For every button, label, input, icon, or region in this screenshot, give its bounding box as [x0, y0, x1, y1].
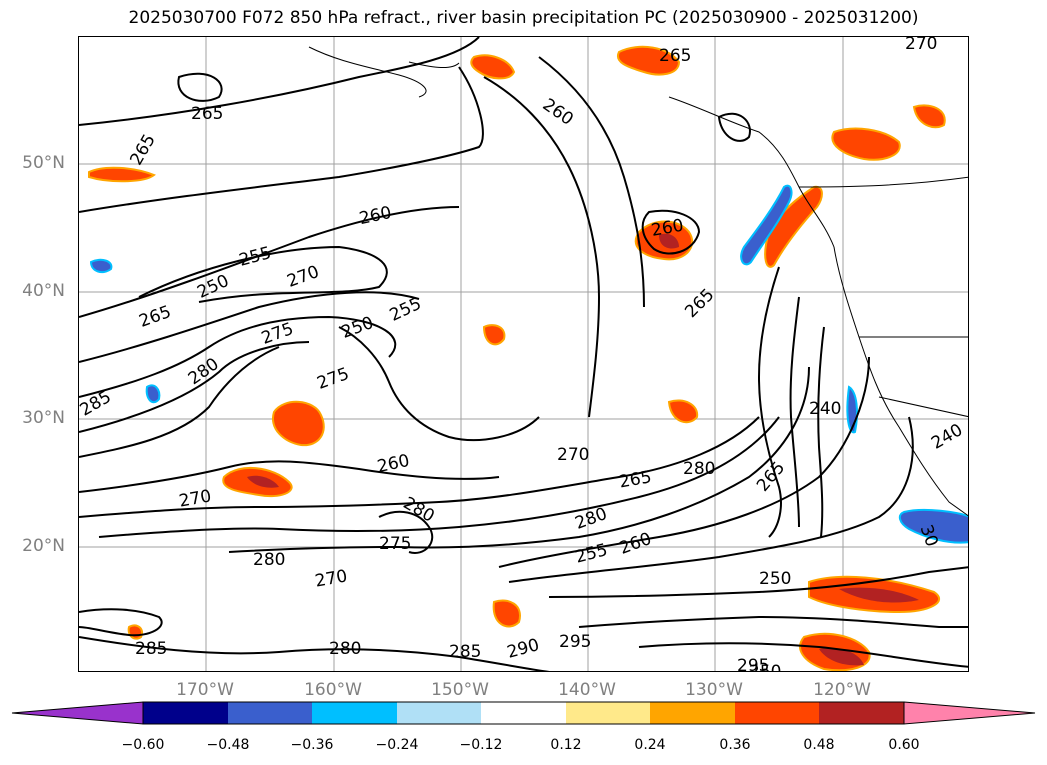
contour-label: 260 [375, 451, 411, 477]
colorbar-bin [228, 702, 312, 724]
precip-blob [898, 508, 968, 544]
contour-label: 265 [191, 104, 223, 124]
precip-blob [740, 184, 793, 266]
colorbar-tick-label: 0.36 [719, 737, 751, 753]
lat-label: 30°N [22, 408, 65, 428]
contour-label: 270 [314, 566, 349, 591]
colorbar-tick-label: 0.48 [803, 737, 835, 753]
colorbar-tick-label: −0.12 [459, 737, 503, 753]
lon-label: 150°W [431, 680, 489, 700]
contour-label: 255 [573, 540, 610, 568]
precip-blob [667, 399, 699, 424]
contour-label: 275 [315, 364, 352, 394]
map-title: 2025030700 F072 850 hPa refract., river … [128, 8, 919, 28]
refractivity-contours [79, 37, 968, 671]
colorbar-bin [143, 702, 228, 724]
graticule [79, 37, 968, 671]
colorbar-extend-low [11, 701, 144, 725]
contour-label: 285 [449, 642, 481, 662]
lon-label: 130°W [685, 680, 743, 700]
contour-label: 260 [617, 529, 654, 559]
contour-label: 240 [928, 420, 966, 454]
precip-blob [839, 587, 919, 603]
contour-label: 280 [573, 504, 610, 534]
contour-label: 265 [618, 467, 653, 492]
coastlines [308, 46, 968, 517]
contour-label: 295 [737, 656, 769, 672]
lat-label: 40°N [22, 281, 65, 301]
contour-label: 265 [126, 131, 160, 169]
colorbar-bin [650, 702, 735, 724]
contour-label: 270 [285, 262, 322, 292]
precip-blob [616, 45, 681, 76]
precip-blob [145, 384, 161, 404]
colorbar-bin [819, 702, 904, 724]
precip-blob [470, 54, 516, 80]
colorbar-tick-label: 0.24 [634, 737, 666, 753]
contour-label: 250 [749, 662, 781, 672]
contour-label: 290 [505, 635, 542, 663]
contour-label: 260 [357, 203, 393, 229]
contour-label: 265 [659, 46, 691, 66]
colorbar-bin [481, 702, 566, 724]
contour-label: 270 [905, 37, 937, 54]
precip-blob [89, 258, 113, 274]
precip-blob [831, 127, 901, 161]
colorbar-tick-label: −0.24 [375, 737, 419, 753]
map-canvas: 265 265 265 260 260 260 255 255 250 250 … [79, 37, 968, 672]
colorbar-bin [566, 702, 650, 724]
precip-blob [659, 233, 679, 249]
map-panel: 265 265 265 260 260 260 255 255 250 250 … [78, 36, 969, 672]
contour-label: 280 [253, 550, 285, 570]
contour-label: 255 [237, 243, 274, 271]
contour-label: 265 [681, 285, 718, 322]
contour-label: 260 [539, 95, 577, 130]
colorbar-tick-label: 0.12 [550, 737, 582, 753]
lat-label: 20°N [22, 536, 65, 556]
precip-blob [247, 475, 279, 488]
colorbar-bin [397, 702, 481, 724]
contour-label: 280 [683, 459, 715, 479]
colorbar-bin [735, 702, 819, 724]
precip-blob [912, 104, 946, 129]
lon-label: 170°W [176, 680, 234, 700]
contour-label: 265 [137, 302, 174, 332]
lon-label: 140°W [558, 680, 616, 700]
precip-blob [482, 324, 506, 346]
contour-label: 275 [379, 534, 411, 554]
contour-label: 240 [809, 399, 841, 419]
precip-blob [88, 166, 156, 183]
colorbar-bin [312, 702, 397, 724]
contour-label: 280 [329, 639, 361, 659]
colorbar-tick-label: 0.60 [888, 737, 920, 753]
contour-label: 265 [753, 458, 789, 496]
lat-label: 50°N [22, 153, 65, 173]
precipitation-shading [88, 45, 968, 671]
precip-blob [492, 599, 521, 628]
colorbar-tick-label: −0.60 [121, 737, 165, 753]
colorbar-extend-high [903, 701, 1036, 725]
contour-label: 250 [759, 569, 791, 589]
precip-blob [272, 400, 325, 447]
colorbar-outline [142, 701, 905, 725]
contour-label: 285 [79, 387, 115, 421]
contour-label: 295 [559, 632, 591, 652]
precip-blob [819, 647, 864, 666]
lon-label: 120°W [813, 680, 871, 700]
precip-blob [764, 185, 823, 268]
colorbar-tick-label: −0.36 [290, 737, 334, 753]
contour-label: 270 [557, 445, 589, 465]
colorbar-tick-label: −0.48 [206, 737, 250, 753]
contour-label: 285 [135, 639, 167, 659]
precip-blob [127, 624, 143, 640]
contour-label: 280 [400, 493, 438, 527]
lon-label: 160°W [304, 680, 362, 700]
colorbar [11, 701, 1036, 725]
